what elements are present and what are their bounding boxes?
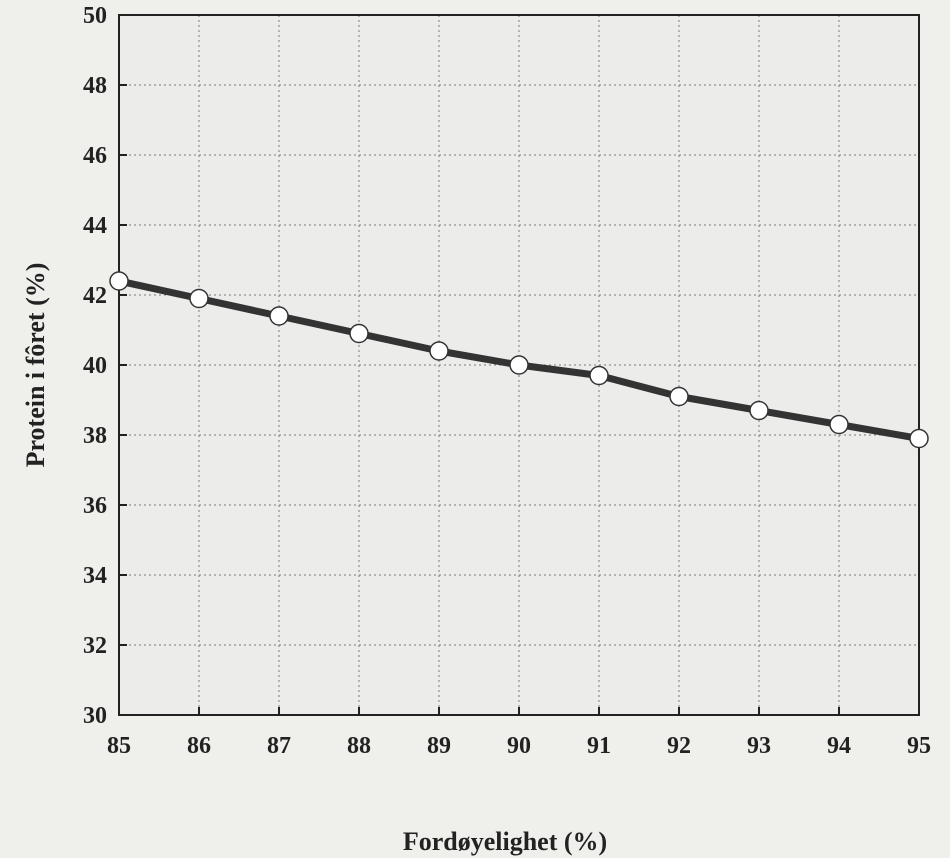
- y-tick-label: 38: [83, 423, 107, 449]
- x-tick-label: 86: [187, 733, 211, 759]
- x-tick-label: 85: [107, 733, 131, 759]
- y-tick-label: 40: [83, 353, 107, 379]
- x-axis-title: Fordøyelighet (%): [403, 827, 607, 856]
- data-point: [429, 341, 449, 361]
- data-point: [269, 306, 289, 326]
- data-point: [829, 414, 849, 435]
- y-tick-label: 42: [83, 283, 107, 309]
- x-tick-label: 92: [667, 733, 691, 759]
- x-tick-label: 89: [427, 733, 451, 759]
- grid-lines: [119, 15, 919, 715]
- y-tick-label: 32: [83, 633, 107, 659]
- y-tick-label: 34: [83, 563, 107, 589]
- x-tick-label: 90: [507, 733, 531, 759]
- y-axis: 30 32 34 36 38 40 42 44 46 48 50: [83, 3, 127, 729]
- x-tick-label: 93: [747, 733, 771, 759]
- x-tick-label: 94: [827, 733, 851, 759]
- y-tick-label: 44: [83, 213, 107, 239]
- x-tick-label: 95: [907, 733, 931, 759]
- data-point: [189, 288, 209, 309]
- data-point: [749, 400, 769, 421]
- y-tick-label: 50: [83, 3, 107, 29]
- data-point: [349, 323, 369, 344]
- data-point: [109, 271, 129, 291]
- data-point: [509, 355, 529, 375]
- y-tick-label: 46: [83, 143, 107, 169]
- data-series: [109, 271, 929, 449]
- x-axis: 85 86 87 88 89 90 91 92 93 94 95: [107, 707, 931, 759]
- x-tick-label: 88: [347, 733, 371, 759]
- y-tick-label: 30: [83, 703, 107, 729]
- data-point: [909, 428, 929, 449]
- data-point: [669, 386, 689, 407]
- x-tick-label: 91: [587, 733, 611, 759]
- y-tick-label: 36: [83, 493, 107, 519]
- x-tick-label: 87: [267, 733, 291, 759]
- y-tick-label: 48: [83, 73, 107, 99]
- y-axis-title: Protein i fôret (%): [21, 263, 50, 468]
- data-point: [589, 365, 609, 386]
